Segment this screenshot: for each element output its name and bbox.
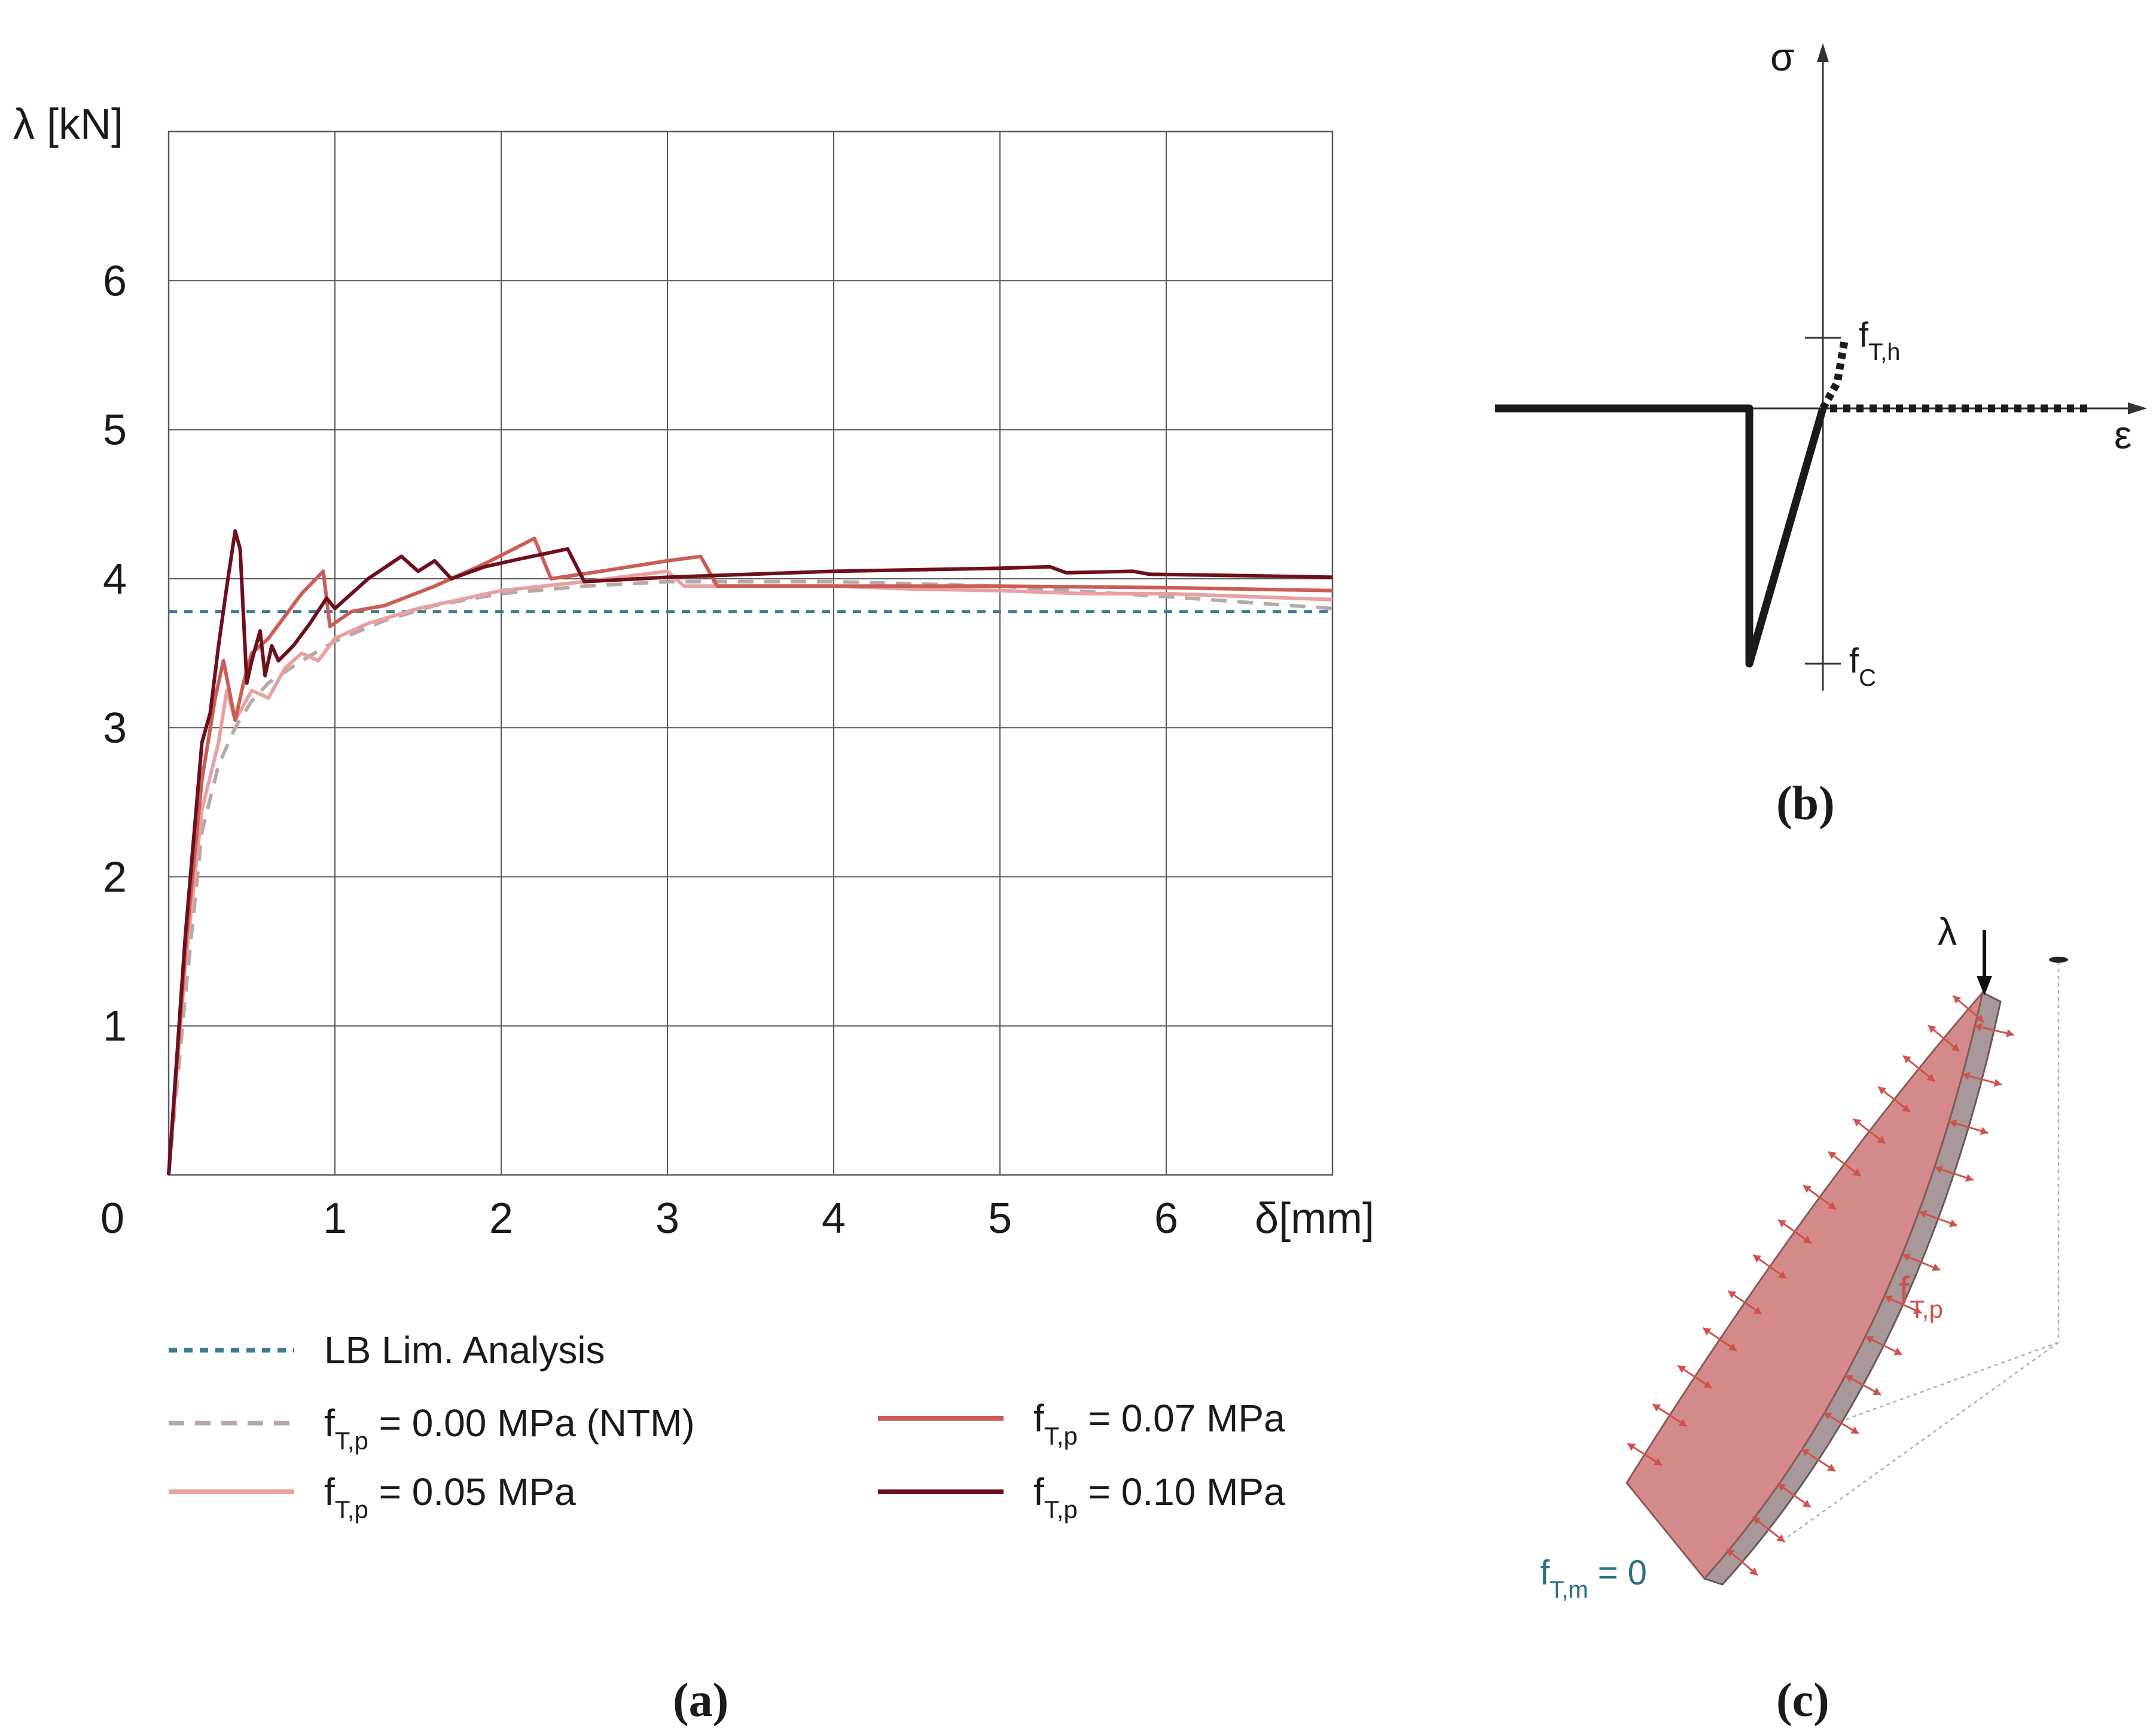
tension-arrow bbox=[1803, 1185, 1837, 1210]
sigma-label: σ bbox=[1770, 35, 1795, 79]
plot-frame bbox=[167, 130, 1334, 1176]
arch-front-face bbox=[1626, 992, 1984, 1580]
series-line bbox=[167, 529, 1333, 1176]
tension-arrow bbox=[1777, 1482, 1812, 1508]
epsilon-axis-arrow bbox=[2128, 402, 2147, 414]
caption-c: (c) bbox=[1776, 1674, 1829, 1727]
tension-arrow bbox=[1627, 1442, 1663, 1466]
tension-arrow bbox=[1962, 1071, 2002, 1087]
tick-labels: 1 2 3 4 5 6 1 2 3 4 5 6 bbox=[103, 257, 1178, 1243]
tension-arrow bbox=[1844, 1374, 1881, 1396]
chart-grid bbox=[169, 132, 1332, 1175]
y-tick-label: 4 bbox=[103, 555, 127, 603]
tension-arrow bbox=[1726, 1548, 1758, 1576]
legend: LB Lim. Analysis fT,p = 0.00 MPa (NTM) fT,… bbox=[169, 1329, 1285, 1524]
tension-arrow bbox=[1884, 1295, 1922, 1314]
x-tick-label: 6 bbox=[1154, 1195, 1178, 1243]
y-tick-label: 3 bbox=[103, 704, 127, 752]
caption-b: (b) bbox=[1776, 777, 1835, 830]
series-line bbox=[167, 579, 1333, 1176]
x-tick-label: 3 bbox=[655, 1195, 679, 1243]
tension-arrow bbox=[1934, 1165, 1974, 1182]
tension-arrow bbox=[1927, 1024, 1960, 1052]
tension-arrow bbox=[1852, 1118, 1886, 1144]
tension-arrow bbox=[1677, 1364, 1713, 1389]
tension-arrow bbox=[1777, 1219, 1812, 1244]
panel-c-arch-segment: λ fT,p fT,m = 0 (c) bbox=[1540, 910, 2068, 1727]
tension-arrow bbox=[1702, 1327, 1737, 1352]
caption-a: (a) bbox=[673, 1674, 728, 1727]
ftm-label: fT,m = 0 bbox=[1540, 1553, 1647, 1603]
x-axis-label: δ[mm] bbox=[1255, 1195, 1374, 1243]
tension-arrow bbox=[1902, 1253, 1941, 1271]
fc-label: fC bbox=[1849, 642, 1876, 691]
tension-arrow bbox=[1823, 1412, 1859, 1434]
load-label: λ bbox=[1938, 910, 1957, 953]
tension-arrow bbox=[1727, 1290, 1762, 1315]
tension-arrow bbox=[1801, 1448, 1836, 1472]
x-tick-label: 2 bbox=[489, 1195, 513, 1243]
construction-lines bbox=[1788, 961, 2060, 1538]
x-tick-label: 5 bbox=[988, 1195, 1012, 1243]
x-tick-label: 1 bbox=[323, 1195, 347, 1243]
tension-arrow bbox=[1752, 1254, 1787, 1280]
tension-arrow bbox=[1865, 1335, 1902, 1356]
ftp-label: fT,p bbox=[1899, 1269, 1943, 1323]
series-line bbox=[167, 536, 1333, 1176]
tension-arrows bbox=[1627, 995, 2014, 1576]
sigma-axis-arrow bbox=[1817, 43, 1829, 62]
tension-arrow bbox=[1919, 1210, 1958, 1228]
tension-arrow bbox=[1877, 1086, 1911, 1113]
panel-b-constitutive-law: σ ε fT,h fC (b) bbox=[1495, 35, 2147, 830]
legend-label: fT,p = 0.07 MPa bbox=[1033, 1397, 1285, 1450]
legend-label: LB Lim. Analysis bbox=[324, 1329, 605, 1372]
origin-label: 0 bbox=[100, 1195, 124, 1243]
fth-label: fT,h bbox=[1859, 316, 1900, 365]
y-tick-label: 2 bbox=[103, 853, 127, 901]
y-tick-label: 1 bbox=[103, 1003, 127, 1051]
y-tick-label: 6 bbox=[103, 257, 127, 305]
legend-label: fT,p = 0.00 MPa (NTM) bbox=[324, 1402, 695, 1455]
tension-arrow bbox=[1974, 1023, 2014, 1037]
legend-label: fT,p = 0.10 MPa bbox=[1033, 1470, 1285, 1524]
tension-arrow bbox=[1948, 1119, 1989, 1135]
legend-label: fT,p = 0.05 MPa bbox=[324, 1470, 576, 1524]
epsilon-label: ε bbox=[2114, 413, 2131, 457]
tension-arrow bbox=[1902, 1055, 1935, 1082]
compression-branch bbox=[1495, 404, 1827, 668]
x-tick-label: 4 bbox=[822, 1195, 846, 1243]
chart-series-group bbox=[167, 529, 1333, 1176]
tension-branch bbox=[1819, 337, 1849, 411]
y-tick-label: 5 bbox=[103, 407, 127, 454]
panel-a-chart: 1 2 3 4 5 6 1 2 3 4 5 6 λ [kN] δ[mm] 0 LB Lim. Anal… bbox=[13, 100, 1374, 1524]
support-mark bbox=[2049, 957, 2068, 963]
load-arrowhead bbox=[1977, 976, 1992, 996]
series-line bbox=[167, 569, 1333, 1176]
tension-arrow bbox=[1752, 1516, 1786, 1543]
tension-arrow bbox=[1652, 1403, 1688, 1427]
tension-arrow bbox=[1828, 1150, 1862, 1177]
tension-arrow bbox=[1952, 995, 1985, 1023]
y-axis-label: λ [kN] bbox=[13, 100, 123, 148]
